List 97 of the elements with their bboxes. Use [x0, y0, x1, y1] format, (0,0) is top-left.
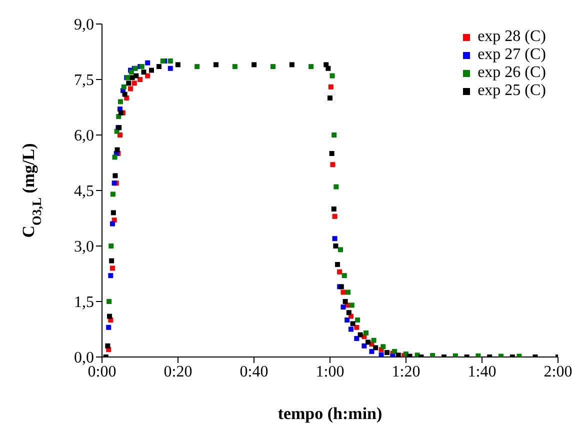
y-tick-label: 4,5: [74, 183, 94, 200]
point: [366, 340, 371, 345]
point: [333, 244, 338, 248]
x-tick-label: 2:00: [544, 363, 572, 380]
legend-label: exp 28 (C): [478, 28, 546, 46]
point: [334, 184, 339, 190]
point: [498, 354, 504, 357]
point: [106, 299, 112, 304]
point: [132, 80, 137, 86]
y-tick-label: 6,0: [74, 128, 94, 145]
point: [346, 310, 352, 316]
point: [121, 84, 126, 90]
point: [122, 92, 128, 97]
point: [332, 132, 337, 138]
point: [112, 173, 118, 178]
point: [110, 210, 116, 216]
point: [476, 353, 481, 357]
point: [118, 99, 123, 104]
point: [330, 73, 335, 78]
point: [354, 324, 360, 330]
point: [110, 192, 116, 197]
point: [331, 206, 336, 212]
point: [105, 343, 110, 348]
point: [106, 324, 112, 330]
point: [369, 348, 374, 354]
point: [452, 353, 458, 357]
point: [108, 273, 114, 278]
point: [109, 258, 114, 264]
point: [145, 60, 150, 66]
point: [108, 244, 114, 248]
point: [348, 326, 354, 332]
point: [175, 62, 180, 68]
legend-label: exp 27 (C): [478, 46, 546, 64]
legend-label: exp 26 (C): [478, 64, 546, 82]
point: [128, 86, 133, 92]
point: [107, 314, 112, 319]
x-tick-label: 1:20: [392, 363, 420, 380]
point: [355, 318, 360, 322]
point: [364, 330, 369, 336]
point: [114, 147, 120, 152]
y-tick-label: 1,5: [74, 294, 94, 312]
point: [329, 151, 334, 156]
y-tick-label: 9,0: [74, 16, 94, 34]
point: [338, 247, 343, 252]
point: [332, 214, 338, 219]
point: [328, 84, 334, 90]
x-tick-label: 1:00: [316, 363, 344, 380]
point: [335, 262, 340, 267]
point: [358, 332, 363, 338]
point: [134, 73, 139, 78]
point: [141, 70, 146, 75]
point: [138, 77, 143, 82]
point: [384, 350, 390, 356]
point: [252, 62, 257, 68]
point: [270, 64, 276, 70]
point: [350, 321, 356, 326]
point: [168, 58, 173, 64]
x-tick-label: 0:40: [240, 363, 268, 380]
point: [112, 154, 118, 160]
x-tick-label: 1:40: [468, 363, 496, 380]
point: [378, 352, 384, 357]
point: [332, 236, 338, 242]
point: [126, 80, 132, 86]
point: [194, 64, 200, 70]
point: [110, 221, 115, 226]
y-tick-label: 3,0: [74, 238, 94, 256]
point: [354, 336, 360, 341]
y-tick-label: 7,5: [74, 72, 94, 90]
point: [328, 96, 332, 100]
point: [344, 318, 350, 322]
point: [326, 66, 331, 71]
point: [168, 66, 173, 71]
point: [110, 266, 115, 271]
point: [342, 299, 348, 304]
x-axis-title: tempo (h:min): [278, 404, 382, 423]
point: [346, 290, 351, 295]
point: [148, 68, 154, 73]
point: [396, 352, 401, 357]
legend-label: exp 25 (C): [478, 82, 546, 100]
point: [156, 64, 162, 70]
point: [380, 344, 386, 350]
point: [337, 269, 342, 274]
point: [340, 290, 346, 295]
x-tick-label: 0:20: [164, 363, 192, 380]
point: [371, 338, 376, 343]
point: [342, 273, 347, 278]
point: [232, 64, 238, 70]
point: [330, 162, 336, 168]
point: [349, 302, 354, 308]
point: [362, 343, 367, 348]
point: [214, 62, 218, 68]
point: [308, 64, 314, 70]
point: [289, 62, 294, 68]
point: [340, 304, 346, 310]
point: [430, 353, 436, 357]
point: [373, 345, 378, 350]
point: [145, 73, 150, 78]
